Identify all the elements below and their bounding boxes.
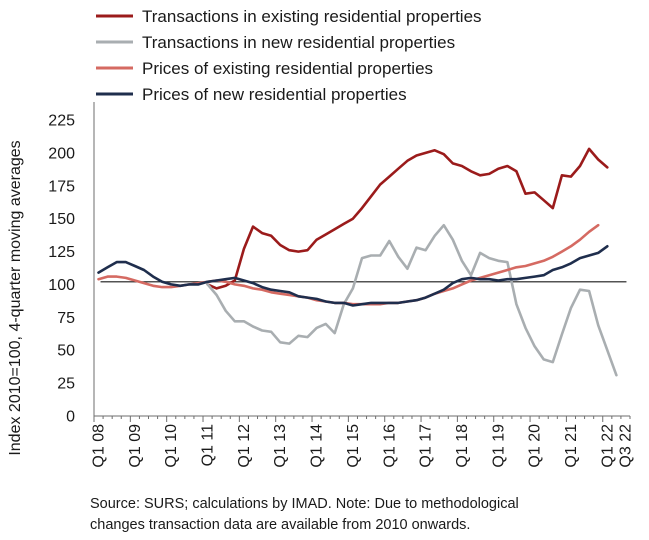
y-tick-label: 50 (57, 343, 75, 360)
line-chart: Transactions in existing residential pro… (7, 7, 635, 468)
x-tick-label: Q1 15 (345, 424, 362, 468)
y-tick-label: 225 (48, 113, 75, 130)
x-tick-label: Q3 22 (618, 424, 635, 468)
legend-label-3: Prices of existing residential propertie… (142, 59, 433, 78)
series-line-2 (206, 223, 618, 377)
x-tick-label: Q1 12 (236, 424, 253, 468)
x-tick-label: Q1 20 (527, 424, 544, 468)
y-axis-label: Index 2010=100, 4-quarter moving average… (7, 140, 24, 455)
x-tick-label: Q1 13 (272, 424, 289, 468)
x-tick-label: Q1 14 (309, 424, 326, 468)
source-note: Source: SURS; calculations by IMAD. Note… (90, 494, 640, 536)
y-tick-label: 175 (48, 178, 75, 195)
legend-label-4: Prices of new residential properties (142, 85, 407, 104)
x-tick-label: Q1 21 (563, 424, 580, 468)
y-tick-label: 125 (48, 244, 75, 261)
x-tick-label: Q1 11 (200, 424, 217, 467)
x-tick-label: Q1 17 (418, 424, 435, 468)
x-tick-label: Q1 18 (454, 424, 471, 468)
source-note-line-1: Source: SURS; calculations by IMAD. Note… (90, 496, 519, 512)
series-line-3 (97, 223, 600, 306)
plot-area (93, 102, 627, 416)
y-axis-ticks: 0 25 50 75 100 125 150 175 200 225 (48, 113, 75, 426)
y-tick-label: 75 (57, 310, 75, 327)
y-tick-label: 0 (66, 409, 75, 426)
legend: Transactions in existing residential pro… (96, 7, 482, 104)
x-tick-label: Q1 08 (91, 424, 108, 468)
x-tick-label: Q1 09 (127, 424, 144, 468)
legend-label-2: Transactions in new residential properti… (142, 33, 455, 52)
y-tick-label: 200 (48, 145, 75, 162)
x-tick-label: Q1 10 (163, 424, 180, 468)
x-axis: Q1 08 Q1 09 Q1 10 Q1 11 Q1 12 Q1 13 Q1 14 Q1 15… (91, 415, 635, 468)
series-line-1 (206, 147, 609, 290)
y-tick-label: 100 (48, 277, 75, 294)
x-tick-label: Q1 19 (490, 424, 507, 468)
source-note-line-2: changes transaction data are available f… (90, 517, 471, 533)
x-tick-label: Q1 22 (599, 424, 616, 468)
x-tick-label: Q1 16 (381, 424, 398, 468)
y-tick-label: 150 (48, 211, 75, 228)
y-tick-label: 25 (57, 376, 75, 393)
legend-label-1: Transactions in existing residential pro… (142, 7, 482, 26)
series-line-4 (97, 245, 609, 307)
